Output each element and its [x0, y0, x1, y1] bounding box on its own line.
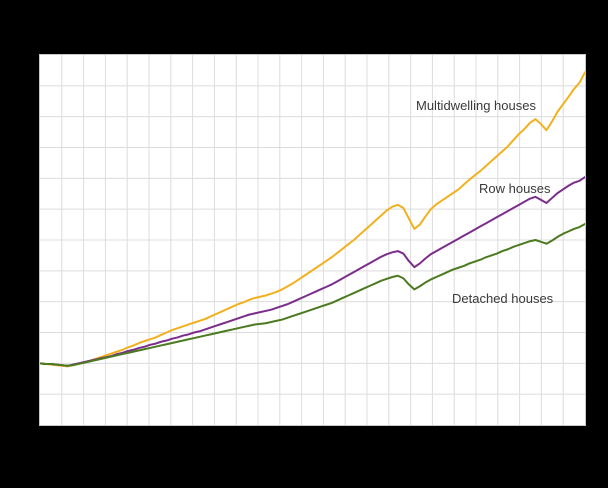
series-label-detached-houses: Detached houses — [452, 291, 554, 306]
series-label-row-houses: Row houses — [479, 181, 551, 196]
plot-area — [39, 54, 586, 426]
series-label-multidwelling-houses: Multidwelling houses — [416, 98, 536, 113]
chart-svg — [40, 55, 585, 425]
